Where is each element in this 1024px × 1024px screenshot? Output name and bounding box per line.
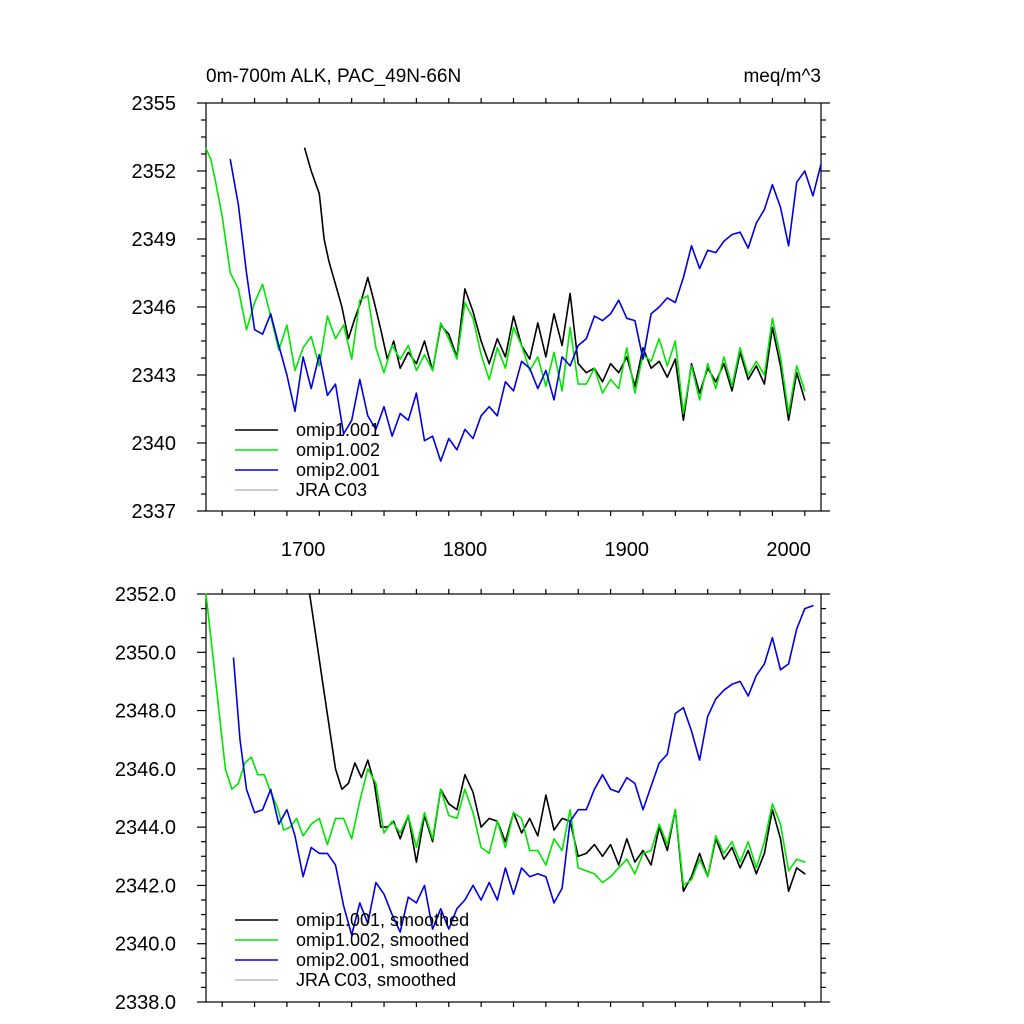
series-line-omip2-001-smoothed	[232, 604, 814, 936]
legend-entry: omip2.001	[296, 460, 380, 480]
series-line-omip2-001	[229, 158, 822, 462]
legend-entry: omip1.002, smoothed	[296, 930, 469, 950]
series-line-omip1-001	[303, 147, 806, 422]
legend-entry: JRA C03	[296, 480, 367, 500]
series-line-omip1-002	[205, 147, 806, 415]
y-tick-label: 2349	[132, 229, 177, 251]
y-tick-label: 2344.0	[115, 817, 176, 839]
y-tick-label: 2346	[132, 297, 177, 319]
x-tick-label: 1800	[443, 539, 488, 561]
legend-entry: JRA C03, smoothed	[296, 970, 456, 990]
units-label: meq/m^3	[743, 66, 821, 87]
panel-top: 0m-700m ALK, PAC_49N-66N meq/m^3 2337 2340 2…	[132, 66, 830, 561]
legend-entry: omip1.001	[296, 420, 380, 440]
y-tick-label: 2337	[132, 501, 177, 523]
y-tick-label: 2343	[132, 365, 177, 387]
legend-entry: omip1.002	[296, 440, 380, 460]
legend-entry: omip1.001, smoothed	[296, 910, 469, 930]
y-tick-label: 2340.0	[115, 934, 176, 956]
y-tick-label: 2348.0	[115, 701, 176, 723]
y-tick-label: 2338.0	[115, 992, 176, 1014]
y-tick-label: 2352.0	[115, 584, 176, 606]
y-tick-label: 2342.0	[115, 875, 176, 897]
y-tick-label: 2352	[132, 161, 177, 183]
legend-entry: omip2.001, smoothed	[296, 950, 469, 970]
series-line-omip1-001-smoothed	[308, 593, 806, 893]
y-tick-label: 2346.0	[115, 759, 176, 781]
panel-bottom: 2338.0 2340.0 2342.0 2344.0 2346.0 2348.0 2350…	[115, 584, 830, 1014]
x-tick-label: 2000	[766, 539, 811, 561]
series-line-omip1-002-smoothed	[205, 593, 806, 887]
x-tick-label: 1700	[281, 539, 326, 561]
y-tick-label: 2355	[132, 93, 177, 115]
y-tick-label: 2350.0	[115, 642, 176, 664]
y-tick-label: 2340	[132, 433, 177, 455]
chart-title: 0m-700m ALK, PAC_49N-66N	[206, 66, 461, 87]
x-tick-label: 1900	[605, 539, 650, 561]
